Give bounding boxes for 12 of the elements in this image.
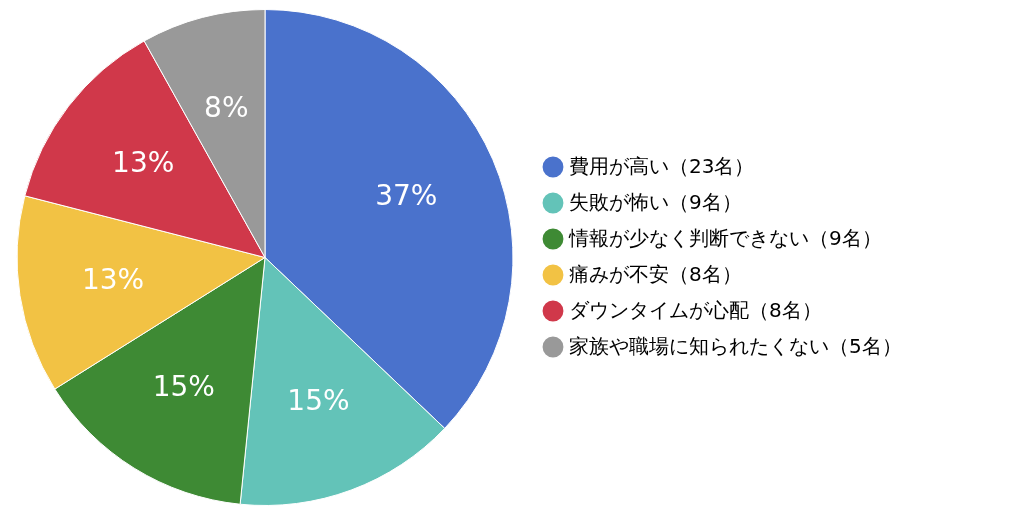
legend-label: 痛みが不安（8名） [569,262,742,286]
data-label: 8% [204,90,249,124]
legend-label: 情報が少なく判断できない（9名） [568,226,882,250]
legend-label: 家族や職場に知られたくない（5名） [569,334,902,358]
legend-label: 費用が高い（23名） [569,154,755,178]
data-label: 15% [287,383,350,417]
data-label: 13% [81,263,145,297]
legend-label: ダウンタイムが心配（8名） [569,298,822,322]
data-label: 37% [375,178,438,212]
legend-label: 失敗が怖い（9名） [569,190,742,214]
data-label: 13% [112,145,175,179]
data-label: 15% [152,370,215,404]
